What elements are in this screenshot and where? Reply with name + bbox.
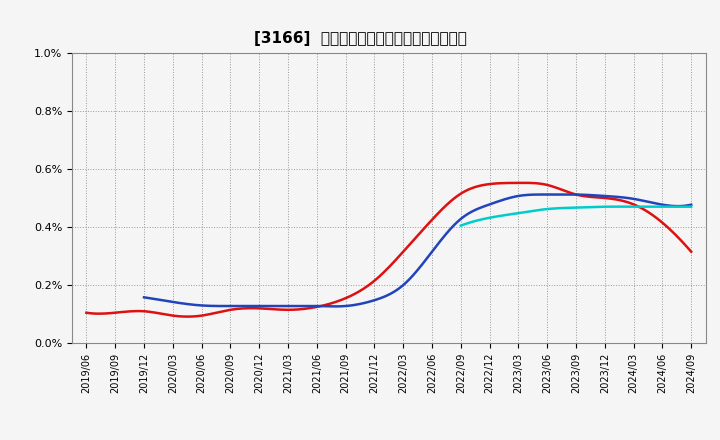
Text: [3166]  経常利益マージンの標準偏差の推移: [3166] 経常利益マージンの標準偏差の推移 [253,31,467,46]
